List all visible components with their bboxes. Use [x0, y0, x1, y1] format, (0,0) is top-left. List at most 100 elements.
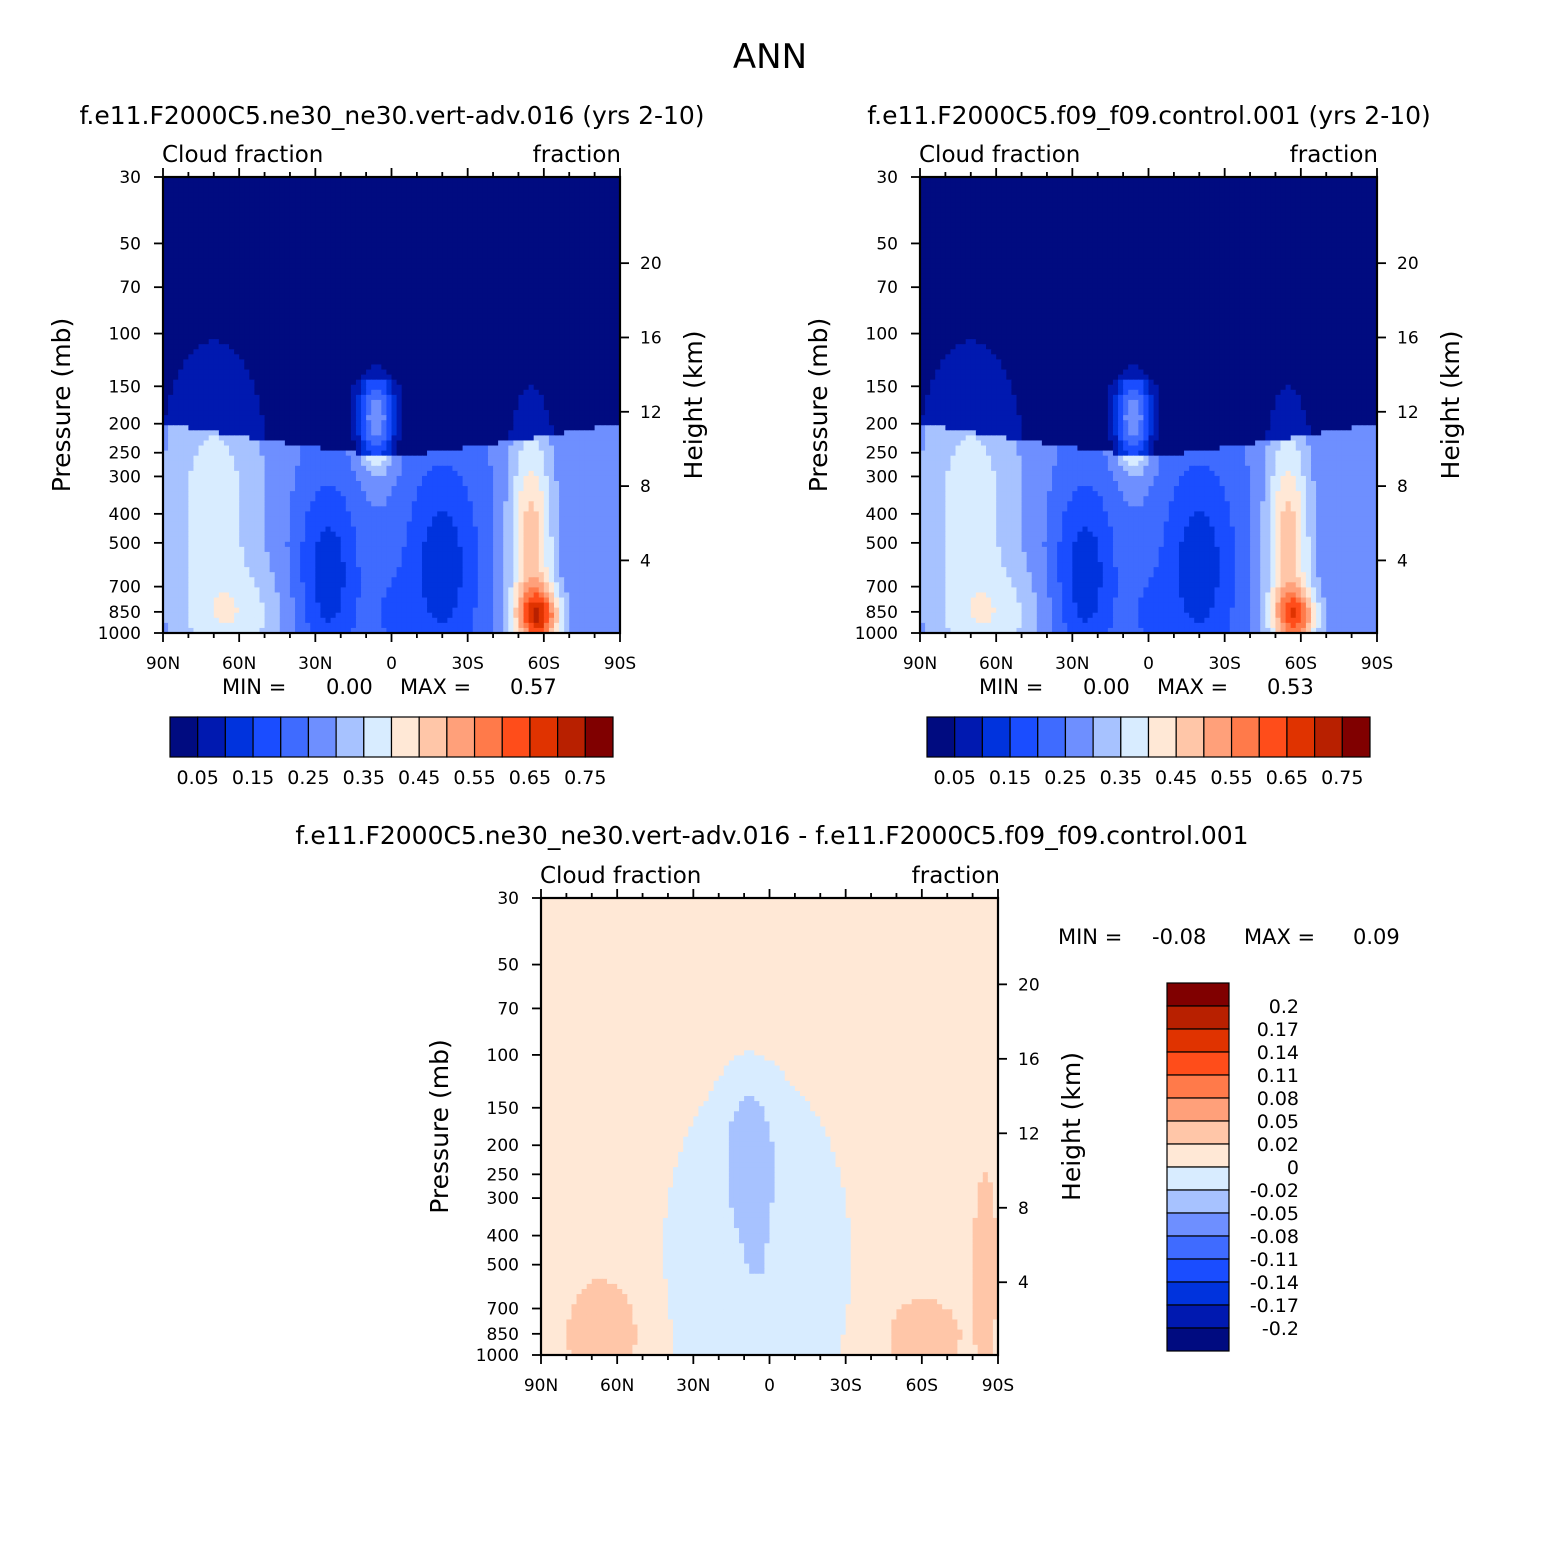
contour-cell — [335, 384, 342, 391]
contour-cell — [386, 415, 393, 421]
contour-cell — [432, 247, 438, 254]
contour-cell — [213, 339, 220, 345]
contour-cell — [472, 430, 479, 436]
contour-cell — [604, 232, 611, 239]
contour-cell — [239, 202, 245, 208]
contour-cell — [279, 278, 286, 284]
contour-cell — [609, 177, 616, 183]
contour-cell — [564, 405, 570, 411]
contour-cell — [381, 394, 388, 401]
contour-cell — [523, 273, 530, 279]
contour-cell — [569, 298, 575, 305]
contour-cell — [487, 440, 494, 447]
contour-cell — [391, 197, 398, 203]
contour-cell — [442, 177, 448, 183]
contour-cell — [168, 212, 174, 219]
contour-cell — [508, 415, 514, 421]
contour-cell — [244, 410, 250, 416]
contour-cell — [493, 379, 499, 386]
contour-cell — [503, 273, 509, 279]
contour-cell — [264, 177, 271, 183]
contour-cell — [442, 263, 448, 269]
contour-cell — [411, 192, 418, 198]
contour-cell — [213, 313, 220, 320]
contour-cell — [183, 318, 189, 325]
contour-cell — [437, 253, 443, 259]
contour-cell — [487, 410, 494, 416]
contour-cell — [411, 420, 418, 426]
contour-cell — [330, 435, 337, 442]
contour-cell — [330, 288, 337, 295]
contour-cell — [234, 379, 240, 386]
contour-cell — [208, 247, 215, 254]
contour-cell — [574, 435, 580, 442]
contour-cell — [183, 253, 189, 259]
contour-cell — [325, 389, 332, 396]
contour-cell — [452, 354, 459, 360]
contour-cell — [386, 278, 393, 284]
contour-cell — [208, 329, 215, 335]
contour-cell — [538, 303, 545, 310]
contour-cell — [213, 369, 220, 376]
contour-cell — [188, 303, 195, 310]
contour-cell — [203, 364, 210, 371]
contour-cell — [386, 212, 393, 219]
contour-cell — [579, 293, 586, 300]
contour-cell — [411, 359, 418, 366]
contour-cell — [355, 247, 362, 254]
contour-cell — [508, 425, 514, 431]
contour-cell — [442, 430, 448, 436]
contour-cell — [548, 369, 555, 376]
contour-cell — [350, 415, 357, 421]
contour-cell — [259, 283, 266, 290]
contour-cell — [239, 268, 245, 274]
contour-cell — [213, 182, 220, 188]
contour-cell — [508, 283, 514, 290]
contour-cell — [447, 232, 454, 239]
contour-cell — [284, 450, 291, 457]
contour-cell — [599, 288, 606, 295]
contour-cell — [300, 329, 306, 335]
contour-cell — [376, 435, 382, 442]
contour-cell — [421, 359, 428, 366]
contour-cell — [320, 344, 327, 350]
contour-cell — [564, 182, 570, 188]
contour-cell — [203, 394, 210, 401]
contour-cell — [447, 278, 454, 284]
contour-cell — [447, 369, 454, 376]
contour-cell — [442, 217, 448, 224]
contour-cell — [173, 253, 179, 259]
contour-cell — [472, 440, 479, 447]
contour-cell — [493, 177, 499, 183]
contour-cell — [447, 177, 454, 183]
contour-cell — [457, 273, 464, 279]
contour-cell — [421, 415, 428, 421]
contour-cell — [452, 384, 459, 391]
contour-cell — [609, 334, 616, 340]
contour-cell — [188, 344, 195, 350]
contour-cell — [447, 237, 454, 244]
contour-cell — [498, 329, 504, 335]
contour-cell — [335, 308, 342, 315]
contour-cell — [208, 455, 215, 462]
contour-cell — [178, 227, 184, 234]
contour-cell — [295, 323, 301, 330]
contour-cell — [168, 222, 174, 229]
contour-cell — [295, 212, 301, 219]
contour-cell — [330, 394, 337, 401]
contour-cell — [482, 192, 489, 198]
contour-cell — [518, 182, 525, 188]
contour-cell — [416, 197, 423, 203]
contour-cell — [340, 369, 347, 376]
contour-cell — [487, 247, 494, 254]
contour-cell — [305, 313, 311, 320]
contour-cell — [284, 298, 291, 305]
contour-cell — [345, 242, 352, 249]
contour-cell — [447, 410, 454, 416]
contour-cell — [325, 268, 332, 274]
contour-cell — [498, 177, 504, 183]
contour-cell — [223, 278, 230, 284]
contour-cell — [320, 192, 327, 198]
contour-cell — [198, 303, 205, 310]
contour-cell — [229, 298, 235, 305]
